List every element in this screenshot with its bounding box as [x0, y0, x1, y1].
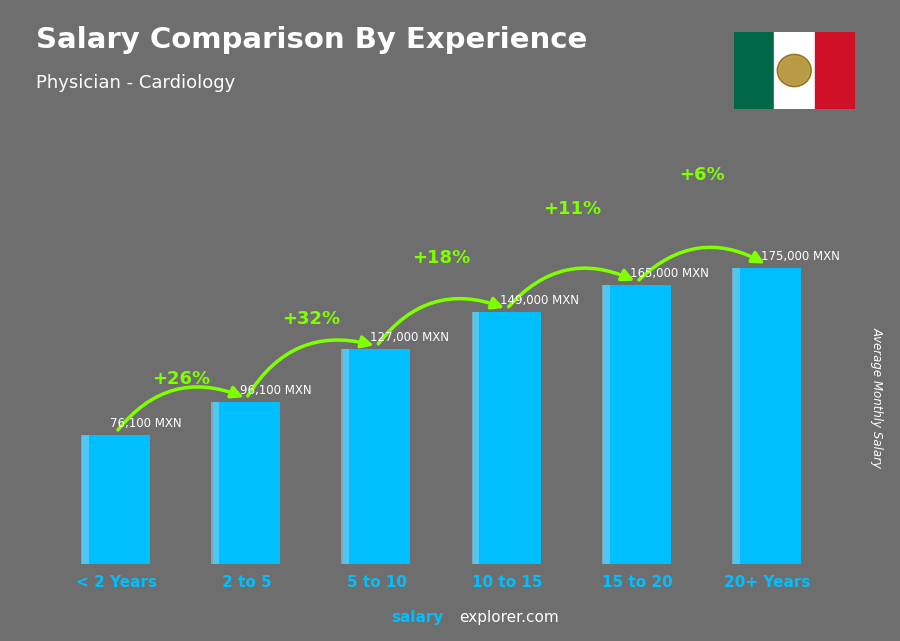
Text: +11%: +11% [543, 199, 601, 218]
Text: Salary Comparison By Experience: Salary Comparison By Experience [36, 26, 587, 54]
Bar [603, 285, 670, 564]
Text: 175,000 MXN: 175,000 MXN [760, 250, 840, 263]
Bar [774, 32, 814, 109]
Bar [734, 269, 801, 564]
Bar [82, 435, 150, 564]
Bar [472, 312, 541, 564]
Text: 96,100 MXN: 96,100 MXN [239, 383, 311, 397]
Text: 76,100 MXN: 76,100 MXN [110, 417, 181, 430]
Bar [212, 402, 280, 564]
Bar [472, 312, 480, 564]
Text: Physician - Cardiology: Physician - Cardiology [36, 74, 235, 92]
Bar [341, 349, 349, 564]
Bar [81, 435, 89, 564]
Text: +6%: +6% [680, 166, 724, 184]
Text: +18%: +18% [412, 249, 471, 267]
Circle shape [778, 56, 810, 85]
Bar [343, 349, 410, 564]
Bar [732, 269, 740, 564]
Bar [814, 32, 855, 109]
Circle shape [778, 54, 811, 87]
Text: +32%: +32% [283, 310, 340, 328]
Text: explorer.com: explorer.com [459, 610, 559, 625]
Bar [734, 32, 774, 109]
Bar [602, 285, 609, 564]
Text: +26%: +26% [152, 370, 211, 388]
Text: Average Monthly Salary: Average Monthly Salary [871, 327, 884, 468]
Text: 127,000 MXN: 127,000 MXN [370, 331, 449, 344]
Text: salary: salary [392, 610, 444, 625]
Bar [212, 402, 219, 564]
Text: 149,000 MXN: 149,000 MXN [500, 294, 580, 307]
Text: 165,000 MXN: 165,000 MXN [630, 267, 709, 280]
